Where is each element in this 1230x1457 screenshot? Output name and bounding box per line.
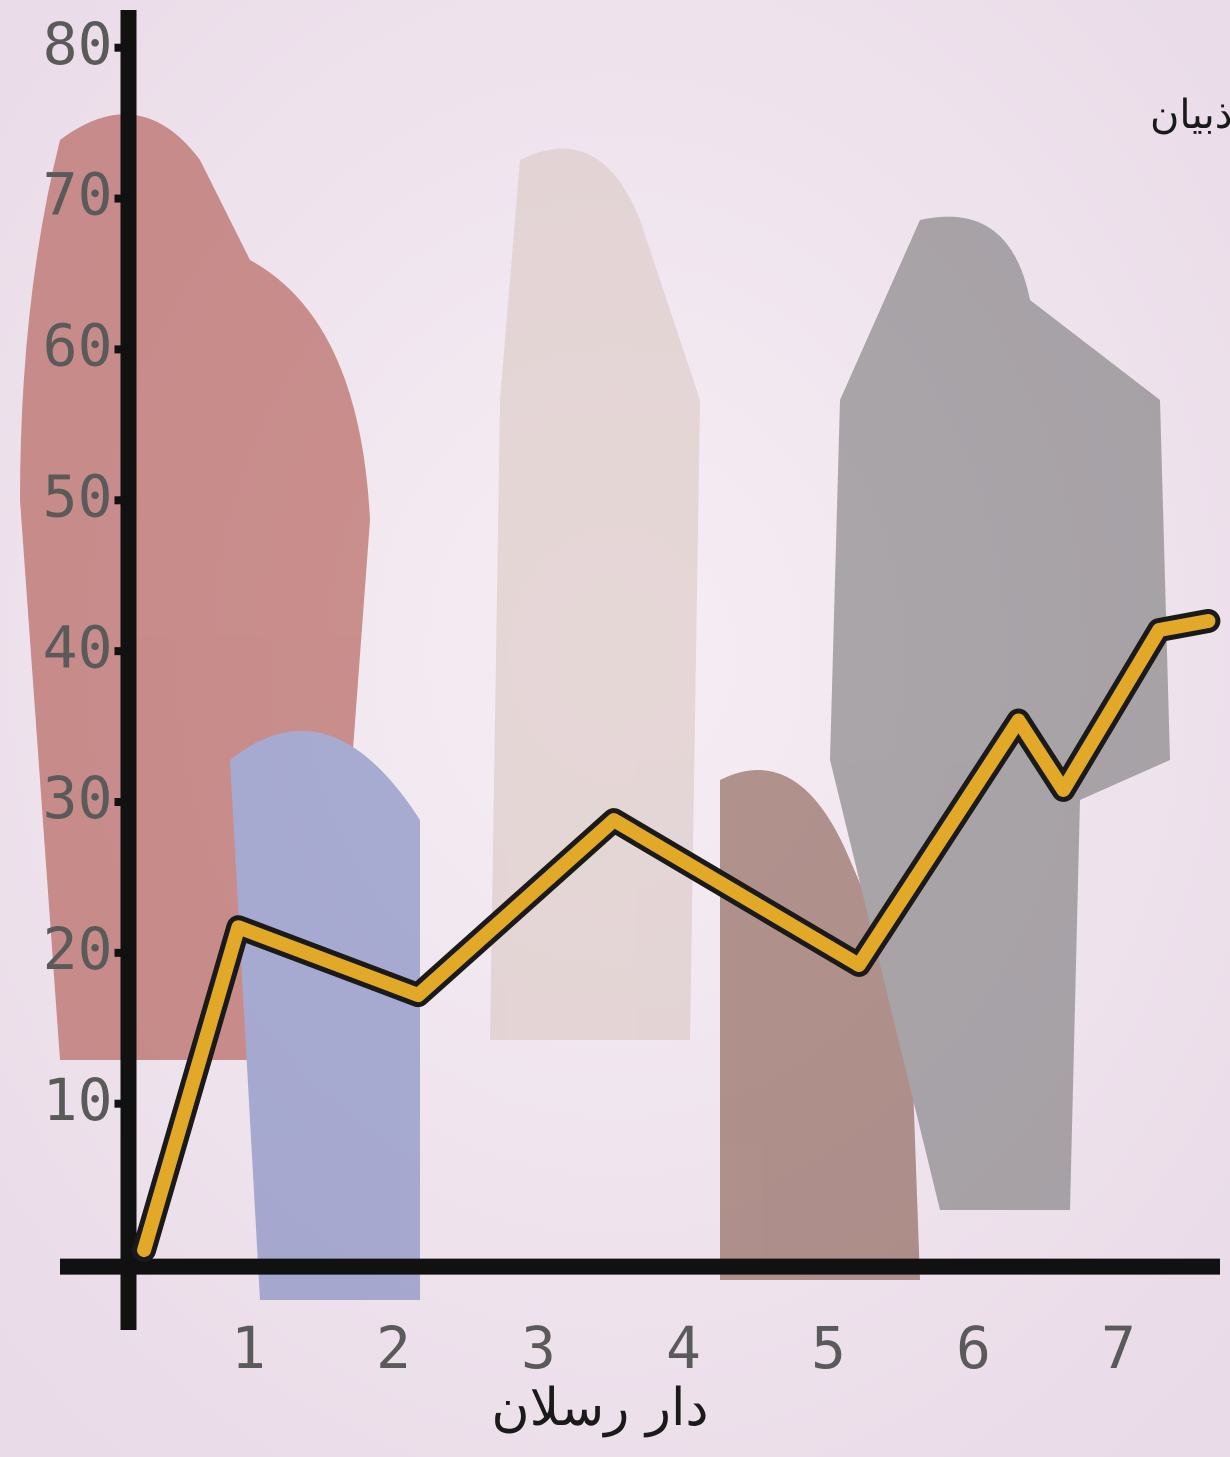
y-tick-label: 10 xyxy=(43,1066,113,1134)
photo-figures xyxy=(20,114,1170,1300)
y-tick-label: 80 xyxy=(43,10,113,78)
x-tick-label: 5 xyxy=(811,1314,846,1382)
y-tick-label: 70 xyxy=(43,161,113,229)
y-tick-label: 40 xyxy=(43,613,113,681)
y-tick-label: 30 xyxy=(43,764,113,832)
x-tick-label: 6 xyxy=(956,1314,991,1382)
x-tick-label: 7 xyxy=(1101,1314,1136,1382)
x-tick-label: 4 xyxy=(666,1314,701,1382)
publisher: دار رسلان xyxy=(491,1378,708,1438)
x-tick-label: 3 xyxy=(521,1314,556,1382)
y-tick-label: 20 xyxy=(43,915,113,983)
y-tick-label: 60 xyxy=(43,312,113,380)
x-tick-label: 2 xyxy=(376,1314,411,1382)
y-tick-label: 50 xyxy=(43,462,113,530)
author: تأليف: ندا ذبيان xyxy=(1150,87,1230,138)
x-tick-label: 1 xyxy=(231,1314,266,1382)
line xyxy=(137,613,1216,1258)
